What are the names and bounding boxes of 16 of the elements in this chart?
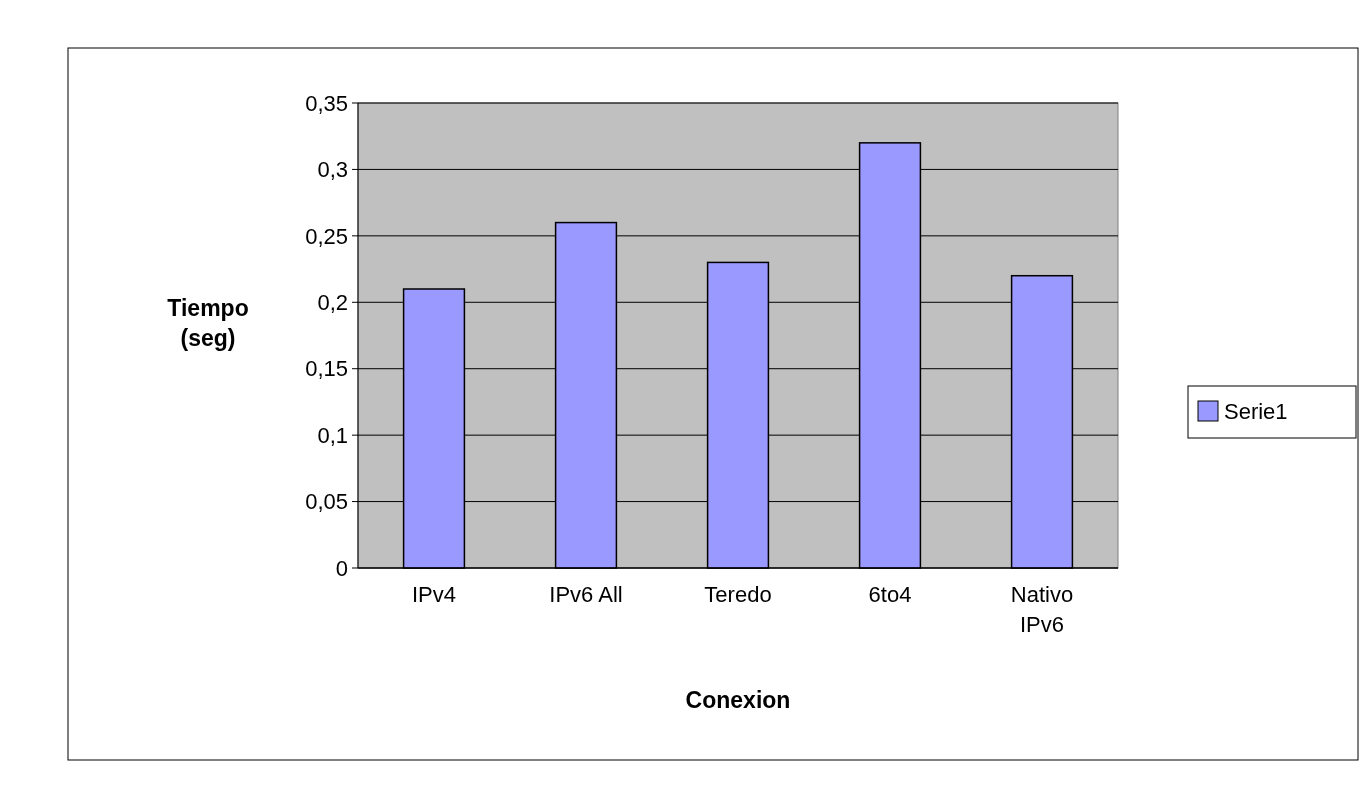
x-tick-label: IPv6 All <box>549 582 623 607</box>
y-tick-label: 0,15 <box>305 356 348 382</box>
x-tick-label: 6to4 <box>868 582 912 607</box>
y-tick-label: 0,3 <box>317 157 348 183</box>
y-tick-label: 0,25 <box>305 223 348 249</box>
x-tick-label: Nativo IPv6 <box>1010 582 1074 637</box>
y-tick-label: 0,05 <box>305 489 348 515</box>
legend-label: Serie1 <box>1224 398 1288 424</box>
x-tick-label: IPv4 <box>411 582 457 607</box>
x-axis-title: Conexion <box>685 687 791 713</box>
y-tick-label: 0,1 <box>317 422 348 448</box>
y-axis-title: Tiempo (seg) <box>167 294 249 351</box>
y-tick-label: 0 <box>335 555 348 581</box>
y-tick-label: 0,35 <box>305 90 348 116</box>
y-tick-label: 0,2 <box>317 289 348 315</box>
x-tick-label: Teredo <box>704 582 772 607</box>
